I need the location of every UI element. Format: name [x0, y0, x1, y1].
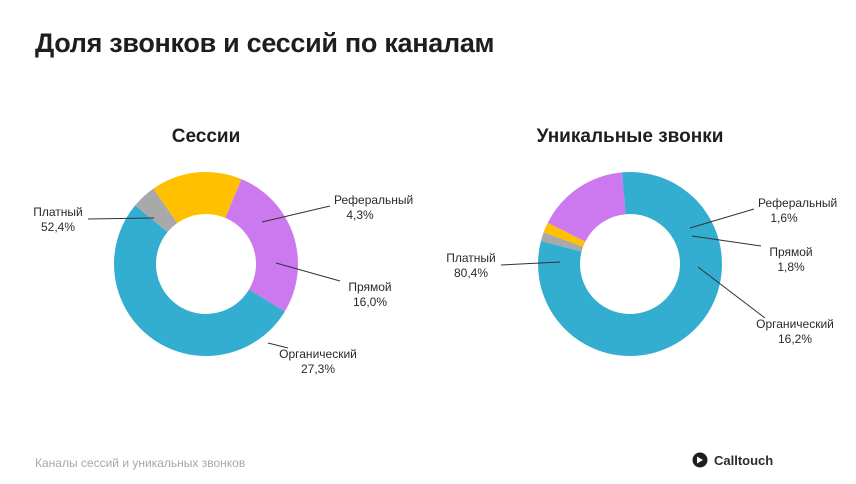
slice-value-paid: 80,4%: [454, 266, 488, 280]
leader-line-referral: [689, 208, 755, 229]
slice-organic: [547, 172, 626, 242]
brand-logo: Calltouch: [692, 452, 773, 468]
charts-canvas: СессииРеферальный4,3%Прямой16,0%Органиче…: [33, 126, 837, 376]
slice-label-direct: Прямой: [769, 245, 812, 259]
slice-value-direct: 1,8%: [777, 260, 805, 274]
chart-title: Сессии: [172, 126, 241, 147]
slice-value-organic: 16,2%: [778, 332, 812, 346]
slice-referral: [540, 232, 584, 252]
slice-label-paid: Платный: [446, 251, 496, 265]
chart-title: Уникальные звонки: [537, 126, 724, 147]
slice-label-referral: Реферальный: [758, 196, 837, 210]
leader-line-direct: [275, 262, 341, 282]
footer-caption: Каналы сессий и уникальных звонков: [35, 456, 246, 470]
page-title: Доля звонков и сессий по каналам: [35, 28, 495, 58]
slice-value-referral: 1,6%: [770, 211, 798, 225]
leader-line-organic: [697, 266, 766, 319]
slice-label-organic: Органический: [279, 347, 357, 361]
slice-label-organic: Органический: [756, 317, 834, 331]
slice-label-paid: Платный: [33, 205, 83, 219]
slice-value-direct: 16,0%: [353, 295, 387, 309]
slice-paid: [538, 172, 723, 356]
leader-line-organic: [267, 342, 289, 349]
slice-organic: [225, 179, 298, 312]
slice-paid: [114, 205, 285, 356]
slice-value-organic: 27,3%: [301, 362, 335, 376]
brand-name: Calltouch: [714, 452, 774, 468]
leader-line-paid: [500, 261, 561, 266]
slice-direct: [543, 222, 586, 247]
slice-value-paid: 52,4%: [41, 220, 75, 234]
calltouch-logo-icon: [692, 452, 708, 468]
slice-value-referral: 4,3%: [346, 208, 374, 222]
slice-label-referral: Реферальный: [334, 193, 413, 207]
slice-referral: [135, 188, 178, 233]
slice-label-direct: Прямой: [348, 280, 391, 294]
leader-line-direct: [691, 235, 762, 247]
leader-line-paid: [87, 217, 155, 220]
leader-line-referral: [261, 205, 331, 223]
slice-direct: [153, 172, 242, 224]
